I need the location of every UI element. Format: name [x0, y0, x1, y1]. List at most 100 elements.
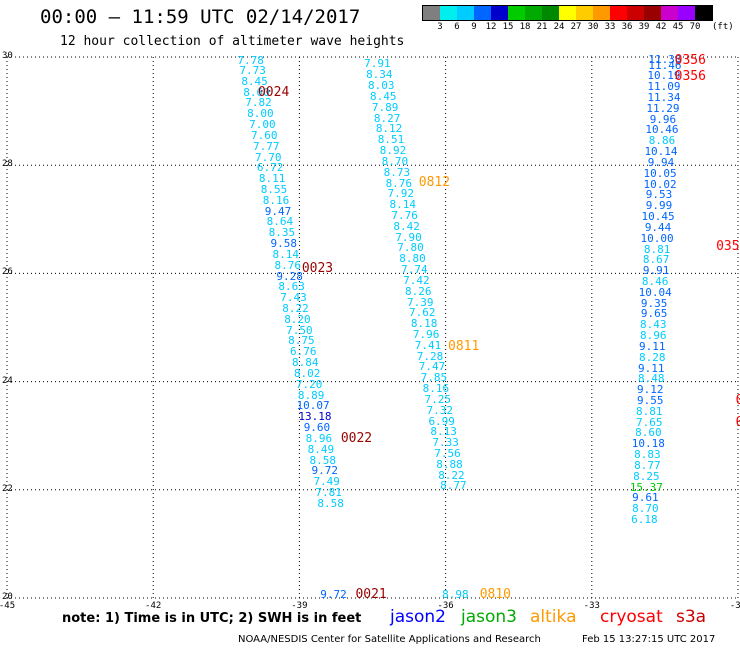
wave-height-value: 8.16 — [422, 382, 450, 396]
colorbar-swatch — [542, 6, 559, 20]
wave-height-value: 8.14 — [272, 247, 300, 261]
wave-height-value: 8.35 — [268, 226, 296, 240]
wave-height-value: 8.83 — [634, 448, 661, 462]
wave-height-value: 11.29 — [646, 101, 680, 115]
wave-height-value: 10.18 — [631, 437, 665, 451]
map-subtitle: 12 hour collection of altimeter wave hei… — [60, 34, 405, 49]
wave-height-value: 8.76 — [274, 258, 301, 272]
wave-height-value: 7.80 — [397, 241, 424, 255]
colorbar-swatch — [627, 6, 644, 20]
wave-height-value: 8.45 — [369, 89, 397, 103]
wave-height-value: 7.81 — [315, 485, 342, 499]
legend-item-altika: altika — [530, 607, 577, 627]
wave-height-value: 10.04 — [638, 285, 672, 299]
pass-time-label: 0021 — [355, 586, 387, 602]
wave-height-value: 8.88 — [436, 457, 463, 471]
wave-height-value: 8.64 — [266, 215, 294, 229]
colorbar-swatch — [644, 6, 661, 20]
colorbar-swatch — [525, 6, 542, 20]
colorbar-swatch — [576, 6, 593, 20]
colorbar-label: 6 — [454, 22, 460, 32]
wave-height-value: 8.49 — [307, 442, 335, 456]
colorbar — [422, 5, 713, 21]
wave-height-value: 7.85 — [420, 371, 448, 385]
wave-height-value: 7.42 — [403, 273, 430, 287]
wave-height-value: 8.80 — [399, 252, 426, 266]
wave-height-value: 8.77 — [634, 458, 661, 472]
pass-time-label: 0810 — [479, 586, 512, 602]
wave-height-value: 9.47 — [264, 204, 292, 218]
y-tick-label: 24 — [2, 375, 13, 386]
colorbar-swatch — [661, 6, 678, 20]
wave-height-value: 7.50 — [286, 323, 313, 337]
colorbar-label: 36 — [621, 22, 633, 32]
colorbar-swatch — [610, 6, 627, 20]
wave-height-value: 9.99 — [645, 199, 673, 213]
wave-height-value: 9.65 — [640, 307, 668, 321]
colorbar-label: 18 — [519, 22, 531, 32]
colorbar-swatch — [423, 6, 440, 20]
wave-height-value: 10.00 — [640, 231, 674, 245]
wave-height-value: 8.58 — [309, 453, 337, 467]
wave-height-value: 7.82 — [245, 96, 272, 110]
wave-height-value: 7.89 — [371, 100, 399, 114]
y-tick-label: 20 — [2, 592, 13, 602]
wave-height-value: 9.96 — [649, 112, 677, 126]
pass-time-label: 0 — [735, 414, 740, 430]
wave-height-value: 7.20 — [295, 377, 323, 391]
colorbar-label: 12 — [485, 22, 497, 32]
colorbar-swatch — [678, 6, 695, 20]
wave-height-value: 8.70 — [632, 502, 659, 516]
wave-height-value: 8.76 — [385, 176, 413, 190]
wave-height-value: 10.07 — [296, 399, 330, 413]
wave-height-value: 8.42 — [393, 219, 420, 233]
wave-height-value: 8.43 — [639, 318, 667, 332]
wave-height-value: 8.26 — [405, 284, 432, 298]
pass-time-label: 0355 — [716, 239, 740, 255]
wave-height-value: 8.18 — [410, 317, 438, 331]
wave-height-value: 9.28 — [276, 269, 303, 283]
wave-height-value: 7.92 — [387, 187, 415, 201]
wave-height-value: 9.44 — [644, 220, 672, 234]
x-tick-label: -33 — [583, 601, 600, 611]
wave-height-value: 9.60 — [303, 421, 331, 435]
wave-height-value: 8.92 — [379, 144, 407, 158]
colorbar-swatch — [508, 6, 525, 20]
colorbar-swatch — [593, 6, 610, 20]
wave-height-value: 8.13 — [430, 425, 457, 439]
wave-height-value: 8.96 — [305, 431, 333, 445]
wave-height-value: 8.86 — [648, 134, 676, 148]
pass-time-label: 0356 — [674, 68, 706, 84]
wave-height-value: 8.27 — [373, 111, 401, 125]
wave-height-value: 8.03 — [368, 79, 395, 93]
wave-height-value: 8.60 — [635, 426, 662, 440]
wave-height-value: 10.05 — [643, 166, 677, 180]
wave-height-value: 8.11 — [258, 172, 286, 186]
footer-credit: NOAA/NESDIS Center for Satellite Applica… — [238, 634, 541, 645]
wave-height-value: 8.14 — [389, 198, 416, 212]
wave-height-value: 7.96 — [412, 327, 440, 341]
legend-item-cryosat: cryosat — [600, 607, 663, 627]
y-tick-label: 28 — [2, 159, 13, 170]
wave-height-value: 8.89 — [297, 388, 325, 402]
wave-height-value: 7.28 — [416, 349, 444, 363]
y-tick-label: 22 — [2, 483, 13, 494]
wave-height-value: 7.90 — [395, 230, 422, 244]
wave-height-value: 7.62 — [408, 306, 436, 320]
wave-height-value: 8.75 — [288, 334, 315, 348]
pass-time-label: 0023 — [301, 260, 334, 276]
legend-item-s3a: s3a — [676, 607, 707, 627]
wave-height-value: 8.60 — [243, 85, 270, 99]
wave-height-value: 8.45 — [241, 74, 268, 88]
x-tick-label: -39 — [291, 601, 308, 611]
colorbar-label: 15 — [502, 22, 514, 32]
wave-height-value: 7.33 — [432, 436, 459, 450]
wave-height-value: 8.55 — [260, 183, 288, 196]
wave-height-value: 7.91 — [364, 57, 391, 71]
wave-height-value: 11.46 — [648, 58, 682, 72]
colorbar-label: 3 — [437, 22, 443, 32]
pass-time-label: 0356 — [674, 52, 706, 68]
wave-height-value: 7.76 — [391, 208, 418, 222]
wave-height-value: 8.12 — [375, 122, 403, 136]
wave-height-value: 13.18 — [298, 410, 332, 424]
